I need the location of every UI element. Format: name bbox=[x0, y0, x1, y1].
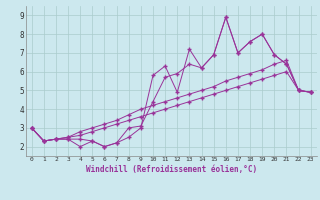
X-axis label: Windchill (Refroidissement éolien,°C): Windchill (Refroidissement éolien,°C) bbox=[86, 165, 257, 174]
